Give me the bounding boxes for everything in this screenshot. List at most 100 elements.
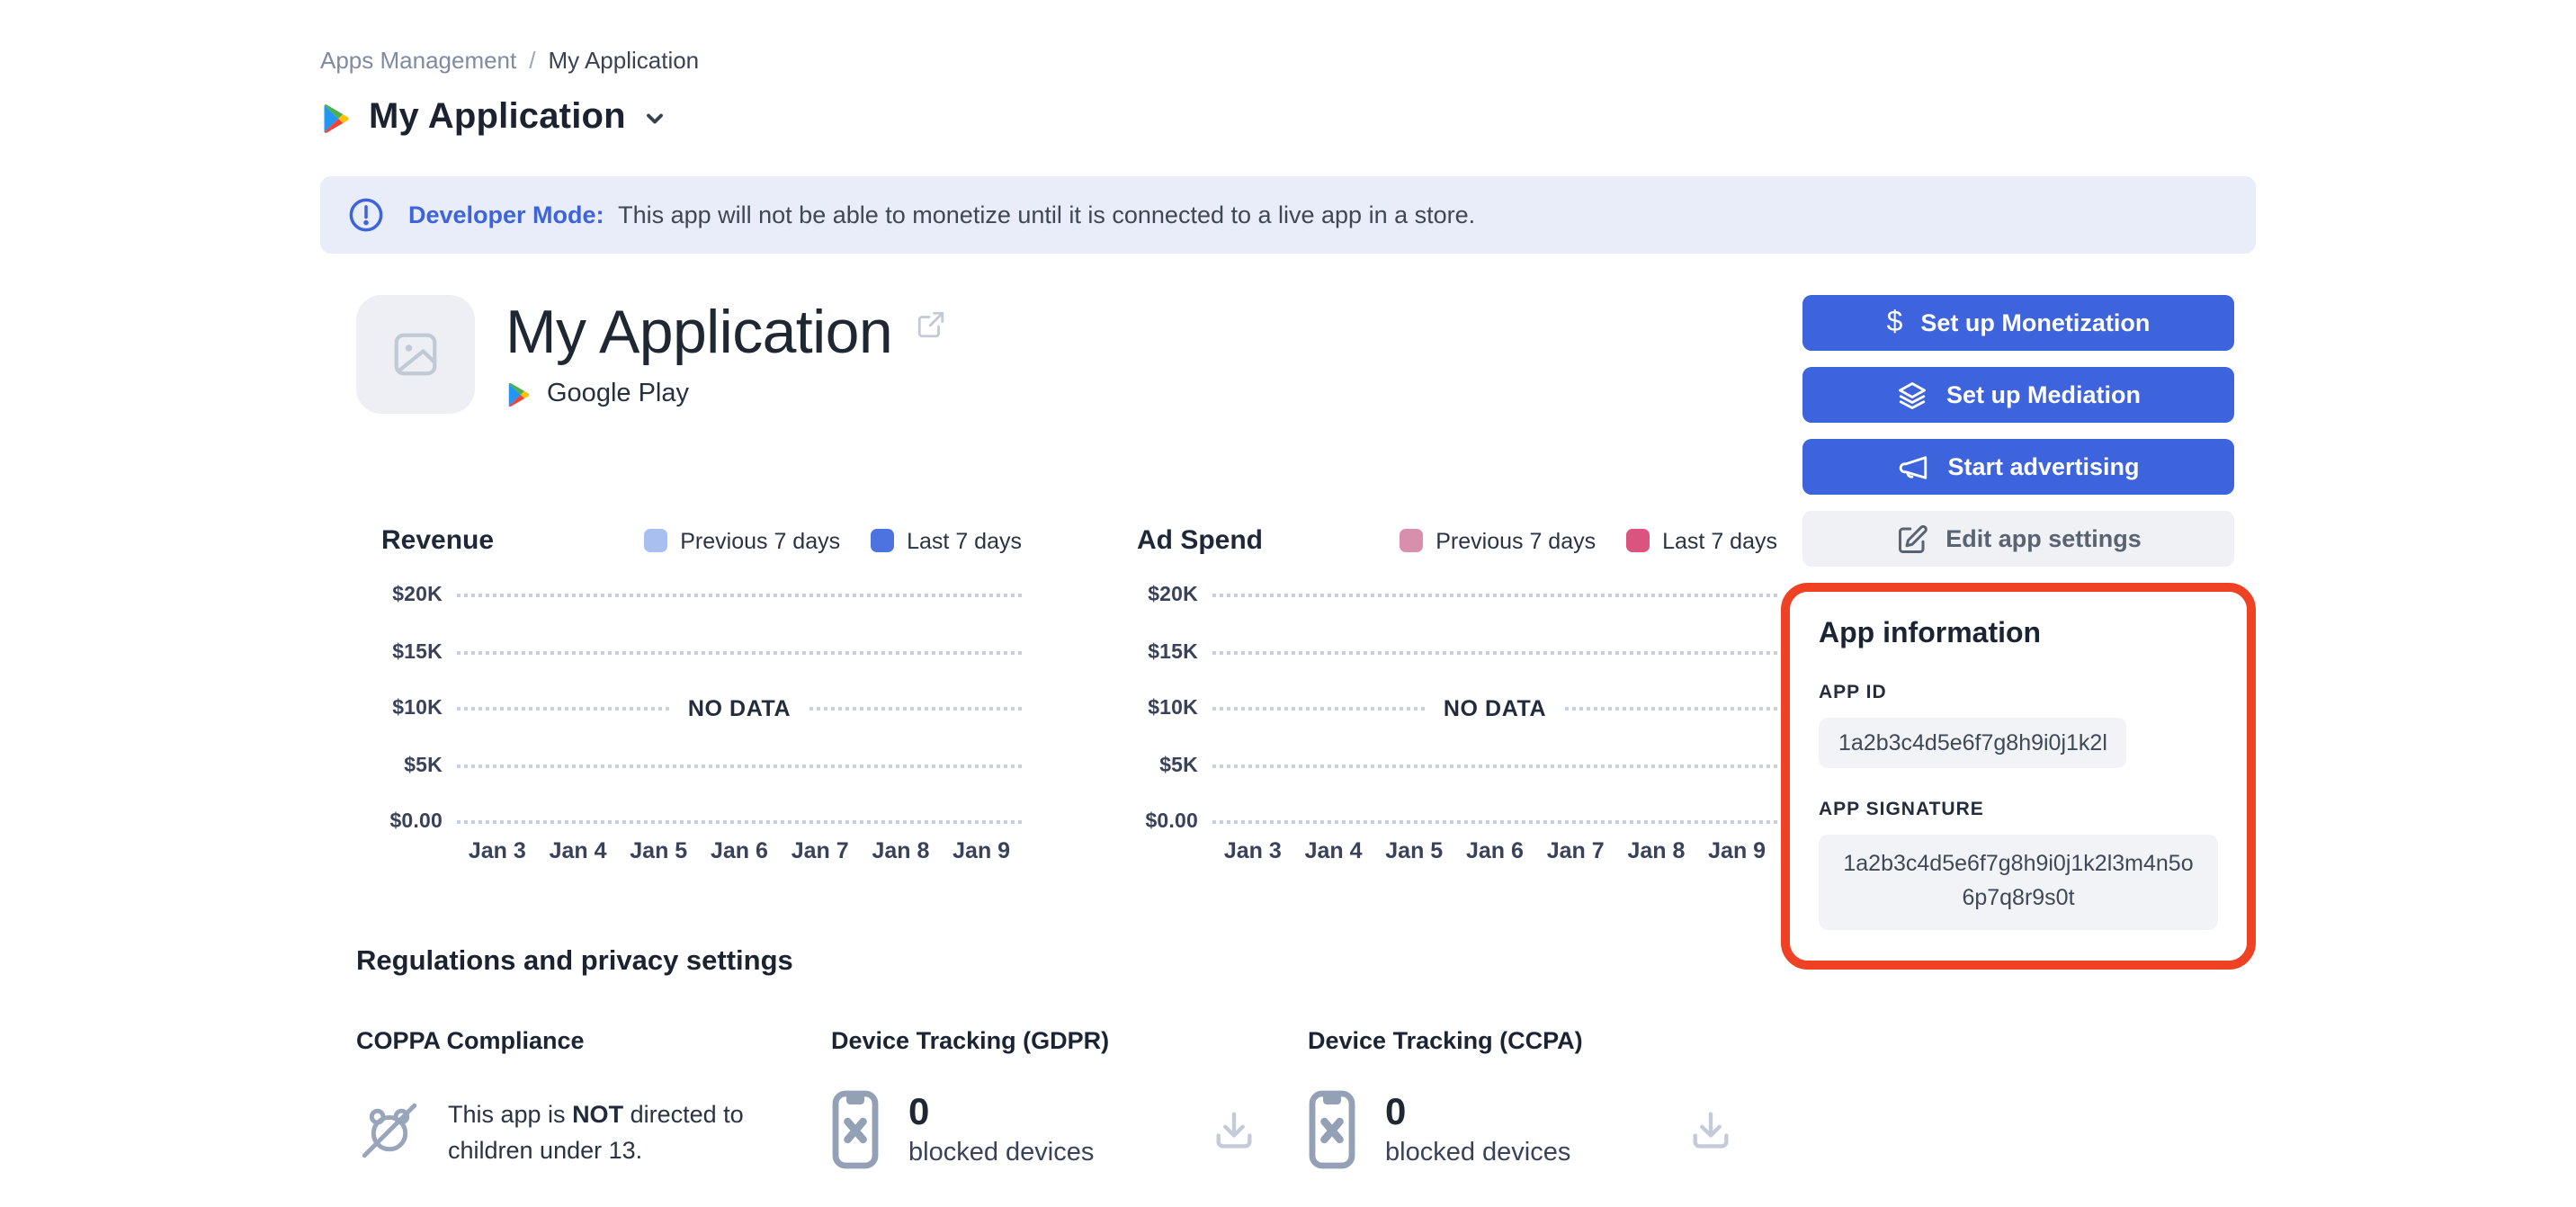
chart-plot-area: $20K $15K $10K $5K $0.00 NO DATA bbox=[1137, 585, 1777, 833]
y-tick: $15K bbox=[1148, 641, 1198, 663]
gridline bbox=[457, 764, 1022, 767]
blocked-label: blocked devices bbox=[1385, 1138, 1571, 1167]
y-tick: $5K bbox=[1159, 755, 1198, 776]
developer-mode-banner: Developer Mode: This app will not be abl… bbox=[320, 176, 2256, 254]
gridline bbox=[1212, 650, 1777, 654]
legend-item-last[interactable]: Last 7 days bbox=[871, 528, 1022, 553]
dollar-icon: $ bbox=[1886, 307, 1903, 337]
gridline bbox=[457, 820, 1022, 824]
blocked-count: 0 bbox=[908, 1091, 930, 1132]
bear-slash-icon bbox=[356, 1097, 423, 1164]
ccpa-title: Device Tracking (CCPA) bbox=[1308, 1027, 1583, 1054]
coppa-text: This app is NOT directed to children und… bbox=[448, 1101, 744, 1165]
gridline bbox=[1212, 764, 1777, 767]
y-tick: $15K bbox=[392, 641, 443, 663]
app-header: My Application bbox=[356, 295, 1781, 414]
start-advertising-button[interactable]: Start advertising bbox=[1802, 439, 2234, 495]
app-signature-label: APP SIGNATURE bbox=[1819, 799, 1984, 820]
coppa-card: COPPA Compliance bbox=[356, 1027, 831, 1170]
x-tick: Jan 9 bbox=[1708, 838, 1767, 863]
chart-plot-area: $20K $15K $10K $5K $0.00 NO DATA bbox=[381, 585, 1022, 833]
banner-label: Developer Mode: bbox=[408, 201, 604, 228]
layers-icon bbox=[1896, 379, 1928, 411]
legend-swatch bbox=[871, 529, 895, 552]
chart-title: Revenue bbox=[381, 525, 495, 556]
app-info-card: App information APP ID 1a2b3c4d5e6f7g8h9… bbox=[1790, 592, 2247, 961]
x-tick: Jan 9 bbox=[953, 838, 1011, 863]
breadcrumb: Apps Management / My Application bbox=[320, 47, 2256, 74]
x-tick: Jan 5 bbox=[1385, 838, 1444, 863]
x-tick: Jan 8 bbox=[1627, 838, 1686, 863]
setup-monetization-button[interactable]: $ Set up Monetization bbox=[1802, 295, 2234, 351]
adspend-chart: Ad Spend Previous 7 days Last 7 days bbox=[1137, 525, 1777, 863]
app-title-dropdown[interactable]: My Application bbox=[320, 97, 2256, 139]
gdpr-title: Device Tracking (GDPR) bbox=[831, 1027, 1110, 1054]
y-tick: $5K bbox=[404, 755, 443, 776]
y-tick: $20K bbox=[1148, 585, 1198, 606]
blocked-stats: 0 blocked devices bbox=[1385, 1093, 1570, 1167]
x-axis: Jan 3 Jan 4 Jan 5 Jan 6 Jan 7 Jan 8 Jan … bbox=[457, 838, 1022, 863]
gridline bbox=[457, 650, 1022, 654]
gdpr-card: Device Tracking (GDPR) 0 bbox=[831, 1027, 1308, 1170]
app-id-value: 1a2b3c4d5e6f7g8h9i0j1k2l bbox=[1819, 718, 2127, 768]
gridline bbox=[457, 594, 1022, 597]
y-tick: $0.00 bbox=[1145, 811, 1198, 833]
legend-swatch bbox=[644, 529, 668, 552]
x-tick: Jan 7 bbox=[1546, 838, 1605, 863]
alert-circle-icon bbox=[347, 196, 385, 234]
app-icon-placeholder bbox=[356, 295, 475, 414]
edit-app-settings-button[interactable]: Edit app settings bbox=[1802, 511, 2234, 567]
coppa-title: COPPA Compliance bbox=[356, 1027, 585, 1054]
x-tick: Jan 3 bbox=[1223, 838, 1282, 863]
breadcrumb-parent-link[interactable]: Apps Management bbox=[320, 47, 517, 74]
regulations-title: Regulations and privacy settings bbox=[356, 946, 793, 977]
legend-item-previous[interactable]: Previous 7 days bbox=[1400, 528, 1596, 553]
gridline bbox=[1212, 820, 1777, 824]
x-tick: Jan 7 bbox=[791, 838, 849, 863]
revenue-chart: Revenue Previous 7 days Last 7 days bbox=[381, 525, 1022, 863]
gridline bbox=[1212, 594, 1777, 597]
legend-item-previous[interactable]: Previous 7 days bbox=[644, 528, 840, 553]
legend-item-last[interactable]: Last 7 days bbox=[1626, 528, 1777, 553]
app-signature-value: 1a2b3c4d5e6f7g8h9i0j1k2l3m4n5o6p7q8r9s0t bbox=[1819, 835, 2218, 930]
phone-blocked-icon bbox=[1308, 1090, 1356, 1169]
y-tick: $10K bbox=[1148, 698, 1198, 720]
y-tick: $10K bbox=[392, 698, 443, 720]
x-tick: Jan 6 bbox=[1466, 838, 1524, 863]
app-store-row: Google Play bbox=[505, 380, 946, 408]
blocked-count: 0 bbox=[1385, 1091, 1407, 1132]
blocked-label: blocked devices bbox=[908, 1138, 1095, 1167]
app-info-title: App information bbox=[1819, 619, 2042, 649]
google-play-icon bbox=[505, 380, 532, 407]
no-data-label: NO DATA bbox=[669, 694, 809, 723]
legend-swatch bbox=[1400, 529, 1424, 552]
legend-swatch bbox=[1626, 529, 1650, 552]
edit-icon bbox=[1895, 523, 1928, 555]
banner-message: This app will not be able to monetize un… bbox=[618, 201, 1476, 228]
chart-legend: Previous 7 days Last 7 days bbox=[1400, 528, 1777, 553]
chevron-down-icon[interactable] bbox=[642, 105, 667, 130]
page-title: My Application bbox=[369, 97, 626, 137]
x-tick: Jan 4 bbox=[1304, 838, 1363, 863]
download-icon[interactable] bbox=[1687, 1106, 1734, 1153]
app-id-label: APP ID bbox=[1819, 682, 1887, 703]
blocked-stats: 0 blocked devices bbox=[908, 1093, 1094, 1167]
breadcrumb-separator: / bbox=[529, 47, 536, 74]
external-link-icon[interactable] bbox=[916, 309, 946, 340]
setup-mediation-button[interactable]: Set up Mediation bbox=[1802, 367, 2234, 423]
app-name: My Application bbox=[505, 299, 893, 367]
x-tick: Jan 8 bbox=[872, 838, 930, 863]
x-tick: Jan 5 bbox=[630, 838, 688, 863]
google-play-icon bbox=[320, 102, 353, 134]
megaphone-icon bbox=[1897, 451, 1929, 483]
y-tick: $0.00 bbox=[389, 811, 443, 833]
x-tick: Jan 6 bbox=[711, 838, 768, 863]
chart-title: Ad Spend bbox=[1137, 525, 1263, 556]
x-tick: Jan 4 bbox=[549, 838, 607, 863]
x-tick: Jan 3 bbox=[468, 838, 526, 863]
chart-legend: Previous 7 days Last 7 days bbox=[644, 528, 1022, 553]
app-info-highlight-ring: App information APP ID 1a2b3c4d5e6f7g8h9… bbox=[1781, 583, 2256, 970]
phone-blocked-icon bbox=[831, 1090, 880, 1169]
download-icon[interactable] bbox=[1211, 1106, 1257, 1153]
